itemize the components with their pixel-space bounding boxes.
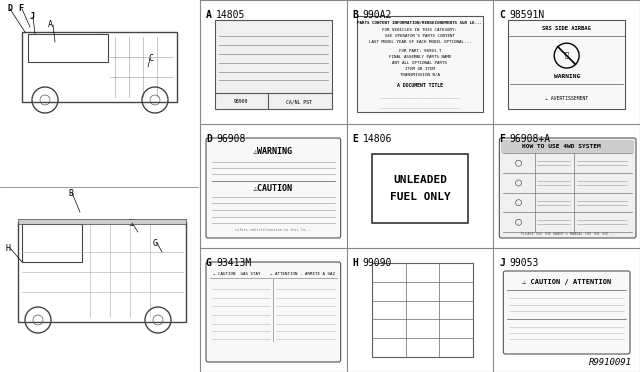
Text: E: E [353,134,358,144]
Text: 93413M: 93413M [216,258,252,268]
Bar [215,20,332,109]
Text: PLEASE SEE THE OWNER'S MANUAL FOR THE USE...: PLEASE SEE THE OWNER'S MANUAL FOR THE US… [521,232,614,236]
Text: 96908+A: 96908+A [509,134,550,144]
Text: D: D [206,134,212,144]
Text: 990A2: 990A2 [363,10,392,20]
FancyBboxPatch shape [206,262,340,362]
Text: 99090: 99090 [363,258,392,268]
Text: C: C [499,10,505,20]
FancyBboxPatch shape [503,271,630,354]
Text: H: H [5,244,10,253]
Text: TRANSMISSION N/A: TRANSMISSION N/A [400,73,440,77]
Text: 98900: 98900 [234,99,248,105]
Bar [356,16,483,112]
Text: ⚠WARNING: ⚠WARNING [253,147,293,156]
Bar [22,32,177,102]
Text: B: B [68,189,73,198]
Text: ________________________________: ________________________________ [380,96,460,100]
Bar [22,224,82,262]
Text: ________________________________: ________________________________ [380,105,460,109]
Text: SRS SIDE AIRBAG: SRS SIDE AIRBAG [542,26,591,31]
Text: 14806: 14806 [363,134,392,144]
Text: PARTS CONTENT INFORMATION/RENSEIGNEMENTS SUR LE...: PARTS CONTENT INFORMATION/RENSEIGNEMENTS… [358,21,483,25]
Text: 14805: 14805 [216,10,245,20]
Text: B: B [353,10,358,20]
Text: ⚠ CAUTION / ATTENTION: ⚠ CAUTION / ATTENTION [522,279,611,285]
Text: refers vehicle/caution to this la...: refers vehicle/caution to this la... [235,228,312,232]
Bar [28,34,108,62]
Text: 人: 人 [564,51,569,58]
Text: E: E [128,219,133,228]
Text: D: D [7,4,12,13]
Text: 99053: 99053 [509,258,539,268]
Text: H: H [353,258,358,268]
Text: FINAL ASSEMBLY PARTS NAME: FINAL ASSEMBLY PARTS NAME [388,55,451,59]
Text: A: A [206,10,212,20]
Text: SEE OPERATOR'S PARTS CONTENT: SEE OPERATOR'S PARTS CONTENT [385,34,455,38]
Text: FOR PART: 98901-T: FOR PART: 98901-T [399,49,441,52]
FancyBboxPatch shape [206,138,340,238]
Text: WARNING: WARNING [554,74,580,78]
Bar [18,219,186,224]
Text: 96908: 96908 [216,134,245,144]
Text: ⚠ ATTENTION - ARRETE A GAZ: ⚠ ATTENTION - ARRETE A GAZ [269,272,335,276]
Text: A: A [48,20,53,29]
Text: FUEL ONLY: FUEL ONLY [390,192,451,202]
Text: ⚠ AVERTISSEMENT: ⚠ AVERTISSEMENT [545,96,588,101]
Text: R9910091: R9910091 [589,358,632,367]
Text: UNLEADED: UNLEADED [393,175,447,185]
Bar [372,263,474,357]
Text: J: J [29,12,34,21]
Text: CA/NL PST: CA/NL PST [286,99,312,105]
Text: J: J [499,258,505,268]
Text: C: C [148,54,153,63]
Text: G: G [206,258,212,268]
Text: LAST MODEL YEAR OF EACH MODEL OPTIONAL...: LAST MODEL YEAR OF EACH MODEL OPTIONAL..… [369,40,471,44]
Text: ⚠CAUTION: ⚠CAUTION [253,183,293,192]
Bar [18,222,186,322]
Bar [372,154,468,223]
Text: G: G [153,239,158,248]
Text: FOR VEHICLES IN THIS CATEGORY:: FOR VEHICLES IN THIS CATEGORY: [383,28,458,32]
Bar [501,140,634,153]
Text: ⚠ CAUTION  GAS STAY: ⚠ CAUTION GAS STAY [213,272,260,276]
FancyBboxPatch shape [499,138,636,238]
Text: HOW TO USE 4WD SYSTEM: HOW TO USE 4WD SYSTEM [522,144,600,149]
Text: 98591N: 98591N [509,10,545,20]
Text: F: F [18,4,23,13]
Text: A DOCUMENT TITLE: A DOCUMENT TITLE [397,83,443,88]
Text: ITEM GR ITEM: ITEM GR ITEM [405,67,435,71]
Bar [508,20,625,109]
Text: ANY ALL OPTIONAL PARTS: ANY ALL OPTIONAL PARTS [392,61,447,65]
Text: F: F [499,134,505,144]
